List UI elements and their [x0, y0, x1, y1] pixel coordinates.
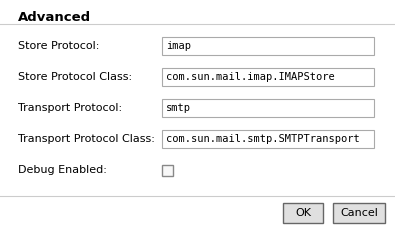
Text: Transport Protocol Class:: Transport Protocol Class:	[18, 134, 155, 144]
Text: com.sun.mail.smtp.SMTPTransport: com.sun.mail.smtp.SMTPTransport	[166, 134, 360, 144]
Bar	[162, 68, 374, 86]
Bar	[162, 164, 173, 175]
Text: com.sun.mail.imap.IMAPStore: com.sun.mail.imap.IMAPStore	[166, 72, 335, 82]
Text: Transport Protocol:: Transport Protocol:	[18, 103, 122, 113]
Bar	[162, 37, 374, 55]
Bar	[333, 203, 385, 223]
Text: imap: imap	[166, 41, 191, 51]
Text: Store Protocol:: Store Protocol:	[18, 41, 100, 51]
Text: OK: OK	[295, 208, 311, 218]
Text: smtp: smtp	[166, 103, 191, 113]
Text: Store Protocol Class:: Store Protocol Class:	[18, 72, 132, 82]
Text: Debug Enabled:: Debug Enabled:	[18, 165, 107, 175]
Text: Advanced: Advanced	[18, 11, 91, 24]
Bar	[283, 203, 323, 223]
Text: Cancel: Cancel	[340, 208, 378, 218]
Bar	[162, 99, 374, 117]
Bar	[162, 130, 374, 148]
